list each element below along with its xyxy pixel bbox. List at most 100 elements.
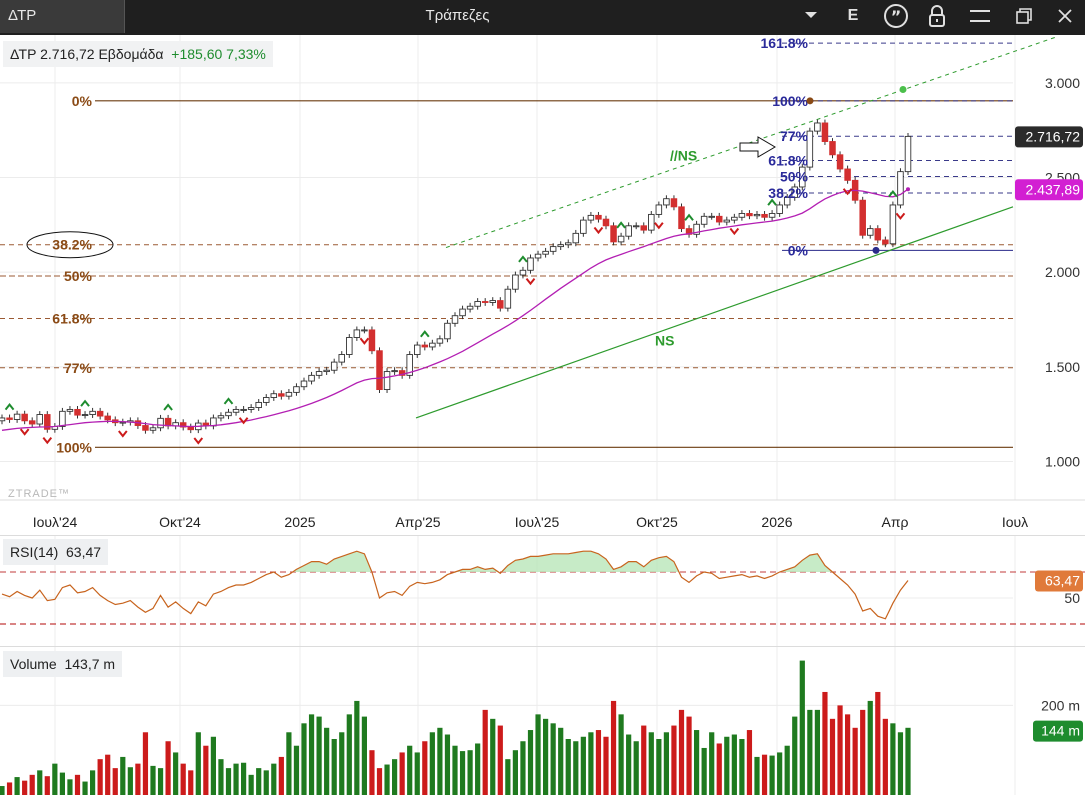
candle-body xyxy=(398,370,406,376)
volume-bar xyxy=(739,739,745,795)
candle-body xyxy=(806,130,814,168)
candle-body xyxy=(429,342,436,348)
info-symbol: ΔΤΡ xyxy=(10,46,37,62)
candle-body xyxy=(700,215,708,225)
volume-bar xyxy=(90,770,96,795)
volume-bar xyxy=(784,745,790,795)
candle-body xyxy=(731,216,738,221)
candle-body xyxy=(353,329,361,338)
last-price-tag: 2.716,72 xyxy=(1026,128,1081,144)
volume-bar xyxy=(82,781,88,795)
candle-body xyxy=(897,171,904,206)
channel-endpoint xyxy=(899,85,907,93)
volume-bar xyxy=(331,739,337,795)
volume-panel: 200 m 144 m xyxy=(0,660,1083,795)
volume-bar xyxy=(210,736,216,795)
volume-bar xyxy=(822,691,828,795)
volume-bar xyxy=(120,756,126,795)
candle-body xyxy=(293,386,300,393)
e-icon[interactable]: E xyxy=(847,7,859,24)
volume-bar xyxy=(256,768,262,795)
rsi-overbought-fill xyxy=(2,551,908,572)
support-trendline xyxy=(415,206,1014,419)
symbol-tab[interactable]: ΔΤΡ xyxy=(0,0,125,33)
candle-body xyxy=(406,354,413,376)
candle-body xyxy=(889,204,897,245)
volume-bar xyxy=(663,732,669,795)
menu-icon[interactable] xyxy=(964,0,996,33)
volume-bar xyxy=(225,768,232,795)
x-tick-label: Ιουλ'24 xyxy=(33,514,78,530)
buy-signal-marker xyxy=(223,397,234,405)
trend-lines xyxy=(415,36,1056,419)
candle-body xyxy=(640,225,648,231)
volume-bar xyxy=(74,774,81,795)
volume-bar xyxy=(6,782,13,795)
candle-body xyxy=(617,235,625,243)
volume-bar xyxy=(361,716,367,795)
volume-bar xyxy=(595,730,602,795)
candle-body xyxy=(66,408,74,412)
volume-bar xyxy=(671,725,677,795)
volume-value-tag: 144 m xyxy=(1041,723,1080,739)
channel-label: //NS xyxy=(670,148,697,164)
x-tick-label: Οκτ'25 xyxy=(636,514,678,530)
volume-bar xyxy=(127,767,133,795)
candle-body xyxy=(21,413,28,422)
volume-bar xyxy=(67,779,73,795)
signal-markers xyxy=(4,188,906,445)
volume-bar xyxy=(550,723,556,795)
price-info-box: ΔΤΡ 2.716,72 Εβδομάδα +185,60 7,33% xyxy=(3,41,273,67)
candle-body xyxy=(232,408,240,413)
volume-bar xyxy=(799,660,805,795)
candle-body xyxy=(602,218,610,227)
candle-body xyxy=(217,415,225,419)
candle-body xyxy=(580,219,587,234)
candle-body xyxy=(36,414,44,425)
volume-bar xyxy=(845,714,851,795)
volume-bar xyxy=(746,730,753,795)
quote-icon[interactable]: ” xyxy=(880,0,912,33)
candle-body xyxy=(466,305,474,310)
candle-body xyxy=(489,300,497,303)
candle-body xyxy=(874,228,882,241)
x-tick-label: Ιουλ'25 xyxy=(515,514,560,530)
volume-info-box: Volume 143,7 m xyxy=(3,651,123,677)
candle-body xyxy=(278,393,285,397)
candle-body xyxy=(391,370,398,373)
volume-bar xyxy=(543,718,549,795)
volume-bar xyxy=(142,732,149,795)
volume-panel-border xyxy=(0,646,1085,647)
volume-bar xyxy=(490,718,496,795)
ma-value-tag-bg xyxy=(1015,179,1083,201)
sell-signal-marker xyxy=(238,417,249,425)
candle-body xyxy=(255,401,262,408)
fib-level-label: 100% xyxy=(56,439,92,455)
volume-bar xyxy=(165,741,171,795)
sell-signal-marker xyxy=(193,437,204,445)
lock-icon[interactable] xyxy=(921,0,953,33)
close-icon[interactable] xyxy=(1049,0,1081,33)
chevron-down-icon[interactable] xyxy=(795,0,827,33)
candle-body xyxy=(821,122,829,142)
candle-body xyxy=(270,393,278,398)
chart-area[interactable]: 0%38.2%50%61.8%77%100%161.8%100%77%61.8%… xyxy=(0,35,1085,795)
candle-body xyxy=(451,315,459,324)
volume-bar xyxy=(867,700,873,795)
candle-body xyxy=(504,288,512,309)
candle-body xyxy=(323,369,330,373)
candle-body xyxy=(632,225,640,228)
volume-bar xyxy=(641,725,647,795)
candle-body xyxy=(595,214,602,220)
volume-bar xyxy=(37,770,43,795)
volume-bar xyxy=(14,777,20,795)
restore-icon[interactable] xyxy=(1008,0,1040,33)
fib-anchor-high xyxy=(806,97,814,105)
volume-bar xyxy=(203,745,209,795)
volume-bar xyxy=(573,741,579,795)
volume-bar xyxy=(535,714,541,795)
buy-signal-marker xyxy=(888,189,898,198)
svg-text:”: ” xyxy=(891,7,902,26)
candle-body xyxy=(149,427,157,431)
y-tick-label: 1.000 xyxy=(1045,454,1080,470)
